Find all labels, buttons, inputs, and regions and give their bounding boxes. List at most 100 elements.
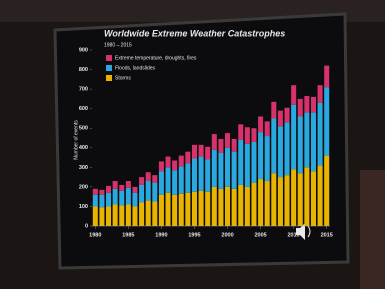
legend-swatch (106, 75, 112, 81)
y-tick-label: 300 (79, 165, 88, 171)
bar-segment (185, 193, 190, 226)
bar-segment (271, 102, 276, 119)
y-tick-label: 800 (79, 67, 88, 73)
bar-segment (106, 206, 111, 226)
bar-segment (218, 189, 223, 226)
bar-segment (298, 99, 303, 117)
bar-segment (152, 202, 157, 226)
bar-segment (192, 145, 197, 159)
x-tick-label: 2005 (254, 232, 266, 238)
bar-segment (139, 203, 144, 226)
bar-segment (199, 191, 204, 226)
bar-segment (106, 186, 111, 193)
bar-segment (185, 163, 190, 192)
bar-segment (113, 204, 118, 226)
chart-title: Worldwide Extreme Weather Catastrophes (104, 28, 285, 38)
legend-swatch (106, 55, 112, 61)
bar-segment (119, 191, 124, 206)
bar-segment (324, 66, 329, 88)
bar-segment (291, 85, 296, 105)
bar-segment (159, 195, 164, 226)
bar-segment (318, 165, 323, 226)
bar-segment (291, 169, 296, 226)
bar-segment (225, 187, 230, 226)
bar-segment (238, 124, 243, 140)
bar-segment (258, 116, 263, 132)
y-tick-label: 400 (79, 145, 88, 151)
bar-segment (285, 122, 290, 175)
bar-segment (166, 157, 171, 168)
photo: Worldwide Extreme Weather Catastrophes 1… (0, 0, 385, 289)
y-tick-label: 900 (79, 47, 88, 53)
bar-segment (132, 193, 137, 207)
bar-segment (304, 167, 309, 226)
bar-segment (311, 113, 316, 172)
bar-segment (232, 189, 237, 226)
bar-segment (311, 97, 316, 113)
x-tick-label: 1995 (188, 232, 200, 238)
bar-segment (258, 179, 263, 226)
bar-segment (119, 185, 124, 191)
bar-segment (324, 87, 329, 155)
bar-segment (291, 105, 296, 170)
legend-label: Storms (115, 75, 131, 81)
bar-segment (179, 156, 184, 167)
legend-label: Extreme temperature, droughts, fires (115, 55, 197, 61)
bar-segment (238, 140, 243, 185)
bar-segment (106, 193, 111, 207)
bar-segment (278, 126, 283, 177)
x-tick-label: 2000 (221, 232, 233, 238)
bar-segment (285, 108, 290, 123)
bar-segment (126, 204, 131, 226)
x-tick-label: 1990 (155, 232, 167, 238)
bar-segment (179, 194, 184, 226)
bar-segment (159, 171, 164, 194)
bar-segment (271, 118, 276, 173)
x-tick-label: 2010 (288, 232, 300, 238)
bar-segment (113, 189, 118, 205)
legend-label: Floods, landslides (115, 65, 156, 71)
bar-segment (172, 170, 177, 194)
y-tick-label: 0 (85, 223, 88, 229)
bar-segment (139, 177, 144, 185)
bar-segment (212, 187, 217, 226)
bar-segment (132, 206, 137, 226)
bar-segment (218, 153, 223, 189)
bar-segment (113, 181, 118, 189)
bar-segment (324, 156, 329, 226)
bar-segment (99, 195, 104, 208)
bar-segment (205, 192, 210, 226)
page: {"chart_data": {"type": "bar", "stacked"… (0, 0, 385, 289)
bar-segment (212, 150, 217, 187)
bar-segment (146, 172, 151, 181)
bar-segment (218, 139, 223, 153)
bar-segment (146, 201, 151, 226)
bar-segment (298, 173, 303, 226)
bar-segment (245, 127, 250, 144)
bar-segment (251, 128, 256, 142)
bar-segment (199, 145, 204, 157)
bar-segment (304, 113, 309, 168)
bar-segment (99, 207, 104, 226)
y-tick-label: 100 (79, 204, 88, 210)
bar-segment (166, 193, 171, 226)
bar-segment (192, 159, 197, 192)
bar-segment (304, 96, 309, 113)
bar-segment (159, 161, 164, 171)
bar-segment (185, 152, 190, 164)
bar-segment (251, 183, 256, 226)
bar-segment (172, 160, 177, 170)
bar-segment (139, 185, 144, 203)
door (360, 170, 385, 289)
legend-swatch (106, 65, 112, 71)
bar-segment (152, 183, 157, 202)
bar-segment (238, 185, 243, 226)
bar-segment (298, 116, 303, 173)
bar-segment (205, 147, 210, 160)
bar-segment (199, 157, 204, 191)
bar-segment (205, 160, 210, 192)
bar-segment (146, 181, 151, 201)
bar-segment (265, 121, 270, 136)
y-tick-label: 700 (79, 87, 88, 93)
y-tick-label: 500 (79, 126, 88, 132)
